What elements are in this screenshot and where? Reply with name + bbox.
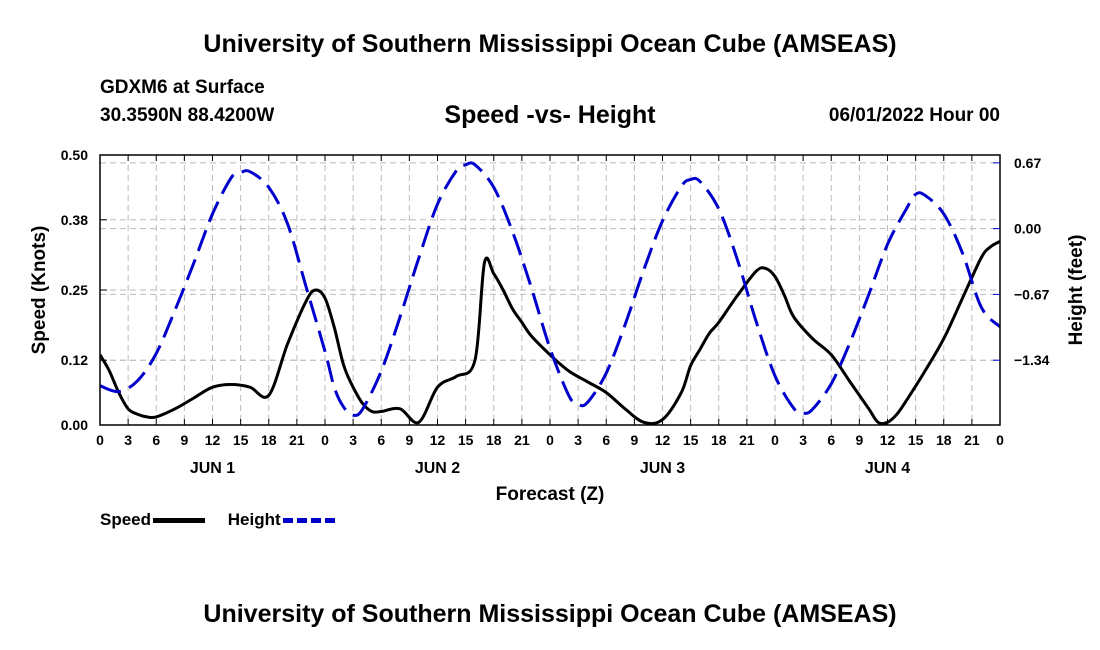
x-tick-label: 18 [486,432,502,448]
x-tick-label: 3 [574,432,582,448]
x-tick-label: 0 [96,432,104,448]
forecast-datetime: 06/01/2022 Hour 00 [828,105,1000,126]
x-tick-label: 21 [289,432,305,448]
x-tick-label: 3 [799,432,807,448]
series-layer [100,161,1000,425]
x-tick-label: 9 [855,432,863,448]
day-label: JUN 4 [865,460,910,477]
y2-tick-label: 0.67 [1014,155,1041,171]
x-tick-label: 18 [936,432,952,448]
x-tick-label: 9 [630,432,638,448]
y-tick-label: 0.50 [61,147,88,163]
x-tick-label: 12 [430,432,446,448]
axes: 0 3 6 9 12 15 18 21 0 3 6 9 12 15 18 21 0 3 6 9 12 15 18 21 0 3 6 9… [61,147,1050,477]
legend-speed-swatch [153,518,206,524]
height-series-line [100,161,1000,417]
x-tick-label: 18 [261,432,277,448]
legend-speed-label: Speed [100,510,152,529]
x-tick-label: 21 [964,432,980,448]
grid [100,155,1000,425]
y-axis-label: Speed (Knots) [29,226,50,355]
x-tick-label: 0 [996,432,1004,448]
y2-tick-label: −0.67 [1014,286,1050,302]
day-label: JUN 1 [190,460,235,477]
y2-tick-label: −1.34 [1014,352,1050,368]
x-tick-label: 15 [233,432,249,448]
y2-axis-label: Height (feet) [1066,235,1087,346]
x-tick-label: 21 [739,432,755,448]
x-tick-label: 0 [546,432,554,448]
y2-tick-label: 0.00 [1014,221,1041,237]
y-tick-label: 0.38 [61,212,88,228]
x-axis-label: Forecast (Z) [496,484,605,505]
x-tick-label: 0 [321,432,329,448]
legend-height: Height [228,510,335,530]
main-title: University of Southern Mississippi Ocean… [203,30,897,58]
coordinates-label: 30.3590N 88.4200W [100,105,275,126]
x-tick-label: 15 [458,432,474,448]
x-tick-label: 6 [377,432,385,448]
x-tick-label: 3 [124,432,132,448]
day-label: JUN 3 [640,460,685,477]
y-tick-label: 0.00 [61,417,88,433]
x-tick-label: 12 [655,432,671,448]
y-tick-label: 0.12 [61,352,88,368]
x-tick-label: 15 [683,432,699,448]
model-label: GDXM6 at Surface [100,77,265,98]
footer-title: University of Southern Mississippi Ocean… [203,600,897,628]
x-tick-label: 6 [827,432,835,448]
x-tick-label: 18 [711,432,727,448]
x-tick-label: 9 [180,432,188,448]
x-tick-label: 12 [880,432,896,448]
legend-height-swatch [282,518,335,524]
legend: Speed Height [100,510,353,530]
x-tick-label: 9 [405,432,413,448]
y-tick-label: 0.25 [61,282,88,298]
day-label: JUN 2 [415,460,460,477]
x-tick-label: 21 [514,432,530,448]
x-tick-label: 15 [908,432,924,448]
x-tick-label: 0 [771,432,779,448]
x-tick-label: 12 [205,432,221,448]
x-tick-label: 6 [602,432,610,448]
legend-height-label: Height [227,510,281,529]
speed-series-line [100,240,1000,425]
x-tick-label: 3 [349,432,357,448]
chart-title: Speed -vs- Height [444,101,656,129]
legend-speed: Speed [100,510,206,530]
x-tick-label: 6 [152,432,160,448]
